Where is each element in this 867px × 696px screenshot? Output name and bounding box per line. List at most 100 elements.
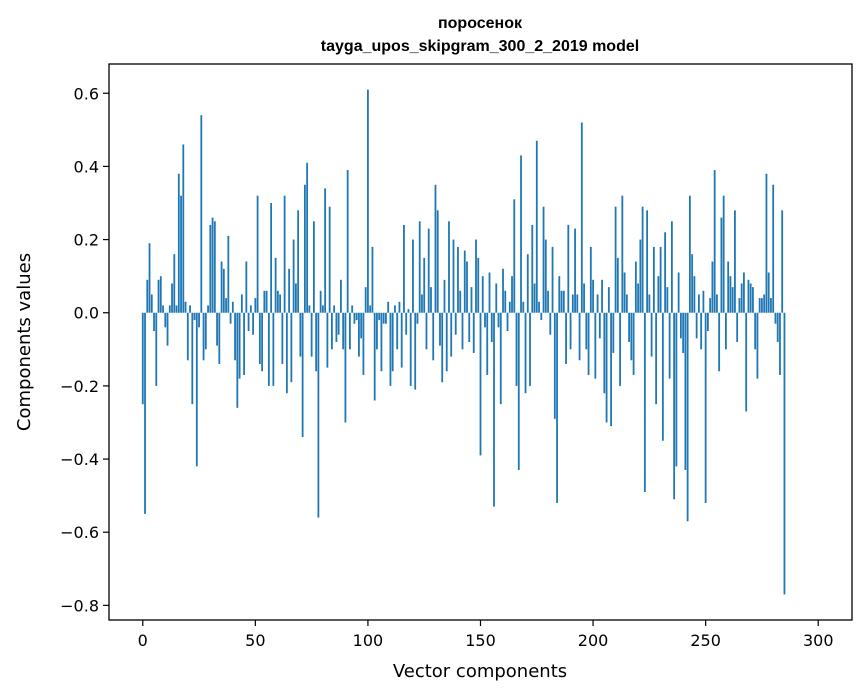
bar [738, 298, 741, 313]
bar [283, 195, 286, 313]
bar [470, 287, 473, 313]
bar [303, 184, 306, 313]
bar [574, 228, 576, 313]
bar [389, 312, 392, 386]
bar [234, 312, 236, 361]
y-tick-label: −0.8 [60, 596, 99, 615]
bar [713, 170, 716, 313]
bar [466, 261, 468, 313]
bar [686, 312, 689, 522]
bar [691, 254, 694, 313]
bar [360, 312, 363, 339]
bar [646, 210, 649, 313]
bar [267, 312, 270, 386]
bar [679, 312, 682, 339]
bar [198, 312, 200, 328]
bar [319, 290, 322, 313]
bar [592, 279, 594, 313]
bar [258, 312, 261, 364]
bar [542, 206, 545, 313]
bar [722, 195, 725, 313]
bar [648, 294, 651, 313]
bar [486, 312, 489, 375]
bar [578, 312, 581, 361]
bar [565, 312, 567, 364]
bar [675, 312, 678, 467]
bar [549, 312, 552, 335]
bar [571, 294, 574, 313]
bar [337, 312, 340, 335]
bar [749, 283, 752, 313]
bar [740, 283, 743, 313]
bar [364, 287, 367, 313]
bar [457, 246, 459, 313]
bar [533, 283, 536, 313]
bar [711, 261, 714, 313]
bar [211, 217, 214, 313]
bar [414, 312, 417, 390]
bar [238, 312, 241, 379]
bar [520, 155, 522, 313]
bar [610, 312, 612, 427]
bar [403, 224, 405, 313]
bar [256, 195, 259, 313]
bar [551, 246, 554, 313]
bar [673, 312, 676, 500]
bar [454, 312, 457, 335]
bar [171, 283, 173, 313]
bar [664, 232, 667, 313]
y-axis: −0.8 −0.6 −0.4 −0.2 0.0 0.2 0.4 0.6 [60, 84, 109, 615]
bar [585, 312, 588, 350]
bar [290, 312, 293, 383]
bar [378, 312, 381, 321]
bar [279, 294, 282, 313]
bar [220, 261, 223, 313]
bar [150, 294, 153, 313]
bar [763, 294, 766, 313]
bar [301, 312, 304, 438]
bar [396, 312, 399, 350]
bar [463, 250, 466, 313]
bar [328, 206, 331, 313]
bar [166, 312, 169, 346]
bar [623, 272, 626, 313]
bar [421, 294, 423, 313]
bar [589, 246, 592, 313]
bar [459, 290, 462, 313]
bar [195, 312, 198, 467]
bar [200, 115, 203, 313]
bar [508, 301, 511, 313]
bar [569, 312, 572, 350]
x-tick-label: 150 [465, 631, 496, 650]
bar [371, 246, 374, 313]
bar [177, 173, 180, 313]
bar [340, 279, 342, 313]
bar [725, 312, 727, 350]
bar [502, 268, 504, 313]
bar [418, 221, 421, 313]
bar [677, 272, 680, 313]
bar [382, 312, 385, 324]
bar [207, 305, 209, 313]
bar [297, 210, 300, 313]
bar [317, 312, 320, 518]
bar [425, 312, 428, 350]
bar [380, 312, 383, 372]
bar [288, 268, 291, 313]
bar [243, 312, 245, 375]
bar [661, 312, 664, 441]
bar [263, 290, 266, 313]
bar [358, 312, 360, 357]
bar [144, 312, 146, 514]
bar [373, 312, 376, 401]
bar [601, 279, 603, 313]
bar [299, 312, 302, 357]
bar [531, 224, 534, 313]
bar [218, 312, 221, 364]
bar [720, 217, 723, 313]
bar [398, 301, 401, 313]
bar [538, 301, 540, 313]
bar [522, 301, 525, 313]
bar [394, 305, 396, 313]
bar [493, 312, 495, 507]
